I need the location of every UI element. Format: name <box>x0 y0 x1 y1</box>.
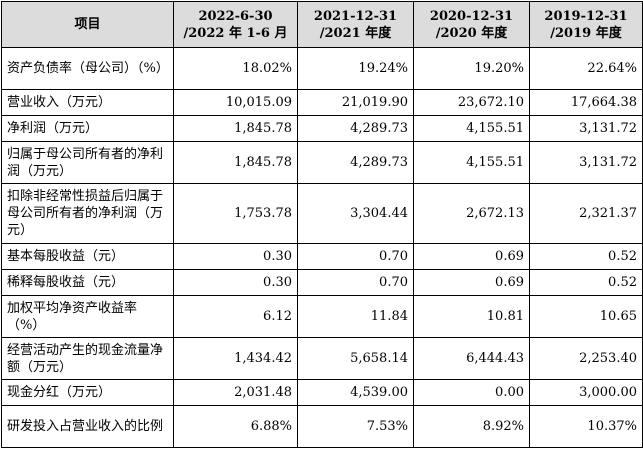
header-period-1: 2022-6-30/2022 年 1-6 月 <box>173 1 298 48</box>
cell-value: 7.53% <box>297 405 414 448</box>
row-label: 净利润（万元） <box>1 115 174 142</box>
cell-value: 10,015.09 <box>173 89 298 116</box>
row-label: 归属于母公司所有者的净利润（万元） <box>1 141 174 184</box>
cell-value: 2,253.40 <box>529 337 643 380</box>
cell-value: 10.65 <box>529 295 643 338</box>
cell-value: 1,845.78 <box>173 141 298 184</box>
row-label: 研发投入占营业收入的比例 <box>1 405 174 448</box>
header-item: 项目 <box>1 1 174 48</box>
cell-value: 2,321.37 <box>529 183 643 244</box>
table-row: 研发投入占营业收入的比例 6.88% 7.53% 8.92% 10.37% <box>1 405 643 448</box>
cell-value: 1,753.78 <box>173 183 298 244</box>
table-row: 净利润（万元） 1,845.78 4,289.73 4,155.51 3,131… <box>1 115 643 142</box>
financial-table: 项目 2022-6-30/2022 年 1-6 月 2021-12-31/202… <box>1 1 643 448</box>
cell-value: 10.37% <box>529 405 643 448</box>
row-label: 资产负债率（母公司）（%） <box>1 47 174 90</box>
cell-value: 4,289.73 <box>297 115 414 142</box>
cell-value: 0.70 <box>297 269 414 296</box>
cell-value: 1,845.78 <box>173 115 298 142</box>
cell-value: 18.02% <box>173 47 298 90</box>
cell-value: 0.69 <box>413 269 530 296</box>
cell-value: 4,539.00 <box>297 379 414 406</box>
header-period-2: 2021-12-31/2021 年度 <box>297 1 414 48</box>
cell-value: 2,672.13 <box>413 183 530 244</box>
cell-value: 0.30 <box>173 269 298 296</box>
table-row: 现金分红（万元） 2,031.48 4,539.00 0.00 3,000.00 <box>1 379 643 406</box>
header-period-3: 2020-12-31/2020 年度 <box>413 1 530 48</box>
table-row: 营业收入（万元） 10,015.09 21,019.90 23,672.10 1… <box>1 89 643 116</box>
table-row: 归属于母公司所有者的净利润（万元） 1,845.78 4,289.73 4,15… <box>1 141 643 184</box>
cell-value: 0.69 <box>413 243 530 270</box>
cell-value: 3,000.00 <box>529 379 643 406</box>
cell-value: 2,031.48 <box>173 379 298 406</box>
cell-value: 3,304.44 <box>297 183 414 244</box>
row-label: 稀释每股收益（元） <box>1 269 174 296</box>
row-label: 基本每股收益（元） <box>1 243 174 270</box>
cell-value: 10.81 <box>413 295 530 338</box>
cell-value: 17,664.38 <box>529 89 643 116</box>
header-row: 项目 2022-6-30/2022 年 1-6 月 2021-12-31/202… <box>1 1 643 48</box>
row-label: 扣除非经常性损益后归属于母公司所有者的净利润（万元） <box>1 183 174 244</box>
cell-value: 8.92% <box>413 405 530 448</box>
table-row: 稀释每股收益（元） 0.30 0.70 0.69 0.52 <box>1 269 643 296</box>
cell-value: 11.84 <box>297 295 414 338</box>
cell-value: 5,658.14 <box>297 337 414 380</box>
table-row: 经营活动产生的现金流量净额（万元） 1,434.42 5,658.14 6,44… <box>1 337 643 380</box>
cell-value: 1,434.42 <box>173 337 298 380</box>
cell-value: 6.88% <box>173 405 298 448</box>
cell-value: 3,131.72 <box>529 115 643 142</box>
cell-value: 23,672.10 <box>413 89 530 116</box>
cell-value: 0.52 <box>529 243 643 270</box>
table-row: 加权平均净资产收益率（%） 6.12 11.84 10.81 10.65 <box>1 295 643 338</box>
cell-value: 6,444.43 <box>413 337 530 380</box>
cell-value: 19.20% <box>413 47 530 90</box>
row-label: 加权平均净资产收益率（%） <box>1 295 174 338</box>
table-row: 资产负债率（母公司）（%） 18.02% 19.24% 19.20% 22.64… <box>1 47 643 90</box>
cell-value: 22.64% <box>529 47 643 90</box>
cell-value: 0.52 <box>529 269 643 296</box>
row-label: 营业收入（万元） <box>1 89 174 116</box>
cell-value: 4,289.73 <box>297 141 414 184</box>
cell-value: 6.12 <box>173 295 298 338</box>
table-row: 扣除非经常性损益后归属于母公司所有者的净利润（万元） 1,753.78 3,30… <box>1 183 643 244</box>
cell-value: 4,155.51 <box>413 141 530 184</box>
cell-value: 0.70 <box>297 243 414 270</box>
table-row: 基本每股收益（元） 0.30 0.70 0.69 0.52 <box>1 243 643 270</box>
header-period-4: 2019-12-31/2019 年度 <box>529 1 643 48</box>
row-label: 经营活动产生的现金流量净额（万元） <box>1 337 174 380</box>
row-label: 现金分红（万元） <box>1 379 174 406</box>
cell-value: 0.00 <box>413 379 530 406</box>
cell-value: 19.24% <box>297 47 414 90</box>
cell-value: 21,019.90 <box>297 89 414 116</box>
cell-value: 0.30 <box>173 243 298 270</box>
cell-value: 3,131.72 <box>529 141 643 184</box>
cell-value: 4,155.51 <box>413 115 530 142</box>
